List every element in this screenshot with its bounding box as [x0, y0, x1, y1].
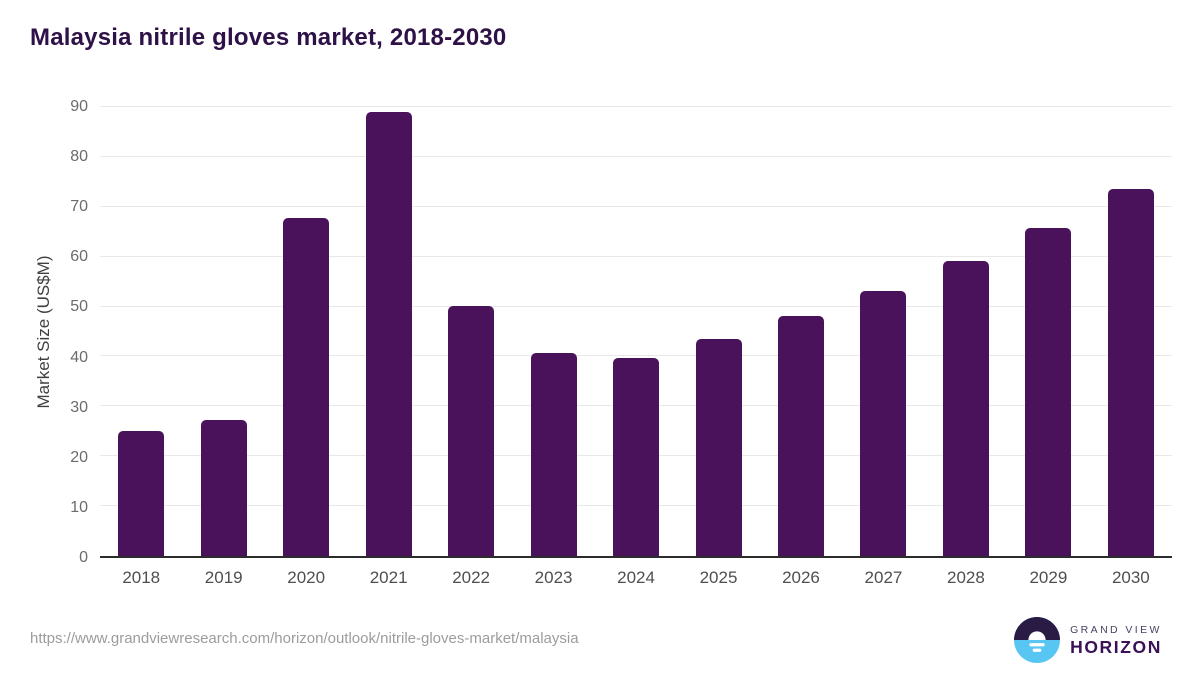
x-tick-2019: 2019: [204, 568, 243, 587]
bar-slot-2029: [1007, 107, 1089, 556]
bar-slot-2022: [430, 107, 512, 556]
bar-slot-2025: [677, 107, 759, 556]
bar-2023: [530, 353, 577, 556]
bar-2027: [860, 290, 907, 556]
bar-2028: [942, 260, 989, 556]
brand-name-bottom: HORIZON: [1070, 637, 1162, 657]
bar-slot-2028: [925, 107, 1007, 556]
bar-slot-2018: [100, 107, 182, 556]
bar-slot-2027: [842, 107, 924, 556]
y-tick-10: 10: [70, 498, 88, 516]
source-url: https://www.grandviewresearch.com/horizo…: [30, 630, 579, 647]
bar-slot-2026: [760, 107, 842, 556]
bar-2021: [365, 112, 412, 556]
y-tick-0: 0: [79, 549, 88, 566]
y-tick-40: 40: [70, 348, 88, 366]
x-tick-2025: 2025: [699, 568, 738, 587]
brand-name-top: GRAND VIEW: [1070, 624, 1162, 636]
bar-slot-2023: [512, 107, 594, 556]
y-tick-90: 90: [70, 98, 88, 115]
x-tick-2024: 2024: [617, 568, 655, 587]
y-tick-60: 60: [70, 248, 88, 266]
y-tick-20: 20: [70, 448, 88, 466]
bar-2030: [1107, 189, 1154, 556]
bar-chart-plot-area: [100, 106, 1172, 558]
bar-2022: [448, 305, 495, 556]
bar-slot-2019: [182, 107, 264, 556]
gridline: [100, 155, 1172, 157]
x-tick-2023: 2023: [534, 568, 573, 587]
y-tick-70: 70: [70, 198, 88, 216]
y-tick-80: 80: [70, 148, 88, 166]
bar-2018: [118, 431, 165, 556]
x-tick-2027: 2027: [864, 568, 903, 587]
x-axis-tick-labels: 2018 2019 2020 2021 2022 2023 2024 2025 2026 2027…: [100, 568, 1172, 588]
x-tick-2026: 2026: [782, 568, 820, 587]
bar-slot-2030: [1090, 107, 1172, 556]
brand-logo: GRAND VIEW HORIZON: [1014, 617, 1162, 663]
bar-2026: [777, 315, 824, 556]
x-tick-2018: 2018: [122, 568, 161, 587]
x-tick-2029: 2029: [1029, 568, 1068, 587]
bar-2029: [1025, 227, 1072, 556]
x-tick-2022: 2022: [452, 568, 491, 587]
gridline: [100, 255, 1172, 257]
gridline: [100, 205, 1172, 207]
page-title: Malaysia nitrile gloves market, 2018-203…: [30, 24, 507, 51]
horizon-sun-icon: [1014, 617, 1061, 663]
y-tick-50: 50: [70, 298, 88, 316]
y-axis-tick-labels: 0 10 20 30 40 50 60 70 80 90: [0, 98, 88, 566]
bar-2024: [613, 358, 660, 556]
bar-slot-2021: [347, 107, 429, 556]
bar-series: [100, 107, 1172, 556]
bar-slot-2020: [265, 107, 347, 556]
x-tick-2021: 2021: [369, 568, 408, 587]
x-tick-2028: 2028: [947, 568, 985, 587]
bar-slot-2024: [595, 107, 677, 556]
bar-2025: [695, 338, 742, 556]
bar-2020: [283, 217, 330, 556]
gridline: [100, 305, 1172, 307]
x-tick-2030: 2030: [1111, 568, 1150, 587]
gridline: [100, 355, 1172, 357]
brand-text: GRAND VIEW HORIZON: [1070, 623, 1162, 657]
gridline: [100, 106, 1172, 107]
y-tick-30: 30: [70, 398, 88, 416]
x-tick-2020: 2020: [287, 568, 326, 587]
bar-2019: [200, 420, 247, 556]
